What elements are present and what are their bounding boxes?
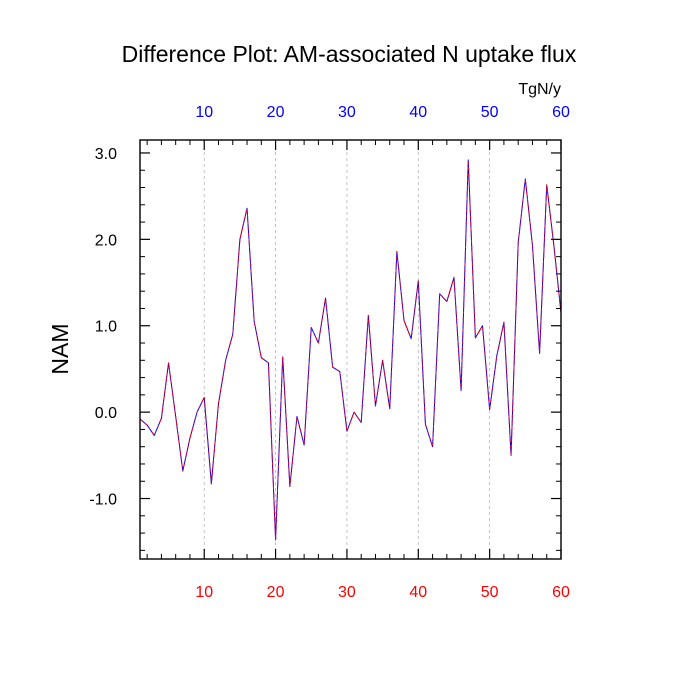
y-axis-label: NAM	[47, 323, 73, 374]
y-tick-label: 3.0	[95, 146, 117, 163]
x-tick-label-bottom: 50	[481, 584, 499, 601]
x-tick-label-bottom: 20	[267, 584, 285, 601]
x-tick-label-top: 60	[552, 104, 570, 121]
y-tick-label: 0.0	[95, 405, 117, 422]
x-tick-label-bottom: 60	[552, 584, 570, 601]
series-line-dashed-overlay	[139, 159, 562, 541]
x-tick-label-top: 10	[195, 104, 213, 121]
chart-title: Difference Plot: AM-associated N uptake …	[122, 41, 577, 67]
plot-frame	[139, 139, 562, 560]
y-tick-label: -1.0	[89, 492, 117, 509]
tick-labels: 10 10 20 20 30 30 40 40 50 50 60 60 3.0 2.0 1.0 0.0 -1.0	[89, 104, 570, 601]
y-tick-label: 1.0	[95, 319, 117, 336]
x-tick-label-top: 50	[481, 104, 499, 121]
grid-lines	[203, 140, 491, 559]
y-tick-label: 2.0	[95, 232, 117, 249]
x-tick-label-bottom: 30	[338, 584, 356, 601]
series-lines	[139, 159, 562, 541]
series-line	[139, 159, 562, 541]
x-tick-label-bottom: 10	[195, 584, 213, 601]
x-tick-label-bottom: 40	[409, 584, 427, 601]
x-tick-label-top: 20	[267, 104, 285, 121]
units-label: TgN/y	[518, 81, 561, 98]
x-tick-label-top: 40	[409, 104, 427, 121]
x-tick-label-top: 30	[338, 104, 356, 121]
